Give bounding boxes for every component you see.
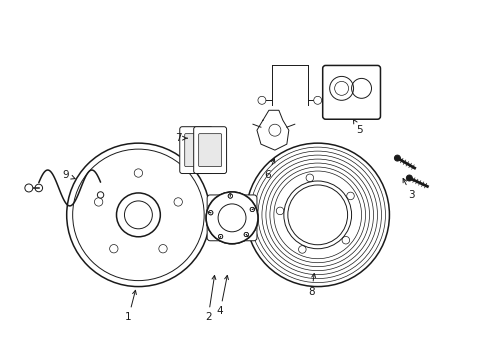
Text: 4: 4 [216,275,228,316]
FancyBboxPatch shape [207,195,256,241]
Text: 9: 9 [62,170,75,180]
Circle shape [206,192,258,244]
FancyBboxPatch shape [198,134,221,167]
Polygon shape [256,110,288,150]
Circle shape [406,175,411,181]
FancyBboxPatch shape [193,127,226,174]
Circle shape [245,143,388,287]
Circle shape [283,181,351,249]
Circle shape [206,192,258,244]
Text: 5: 5 [353,120,362,135]
Circle shape [313,96,321,104]
Text: 3: 3 [402,179,414,200]
Circle shape [394,155,400,161]
Text: 1: 1 [125,290,136,323]
Text: 2: 2 [204,275,215,323]
Circle shape [35,184,42,192]
Text: 7: 7 [175,133,187,143]
Circle shape [25,184,33,192]
Circle shape [116,193,160,237]
Circle shape [66,143,210,287]
FancyBboxPatch shape [184,134,207,167]
FancyBboxPatch shape [322,66,380,119]
Circle shape [258,96,265,104]
FancyBboxPatch shape [180,127,212,174]
Text: 6: 6 [264,159,274,180]
Text: 8: 8 [308,274,315,297]
Circle shape [97,192,103,198]
